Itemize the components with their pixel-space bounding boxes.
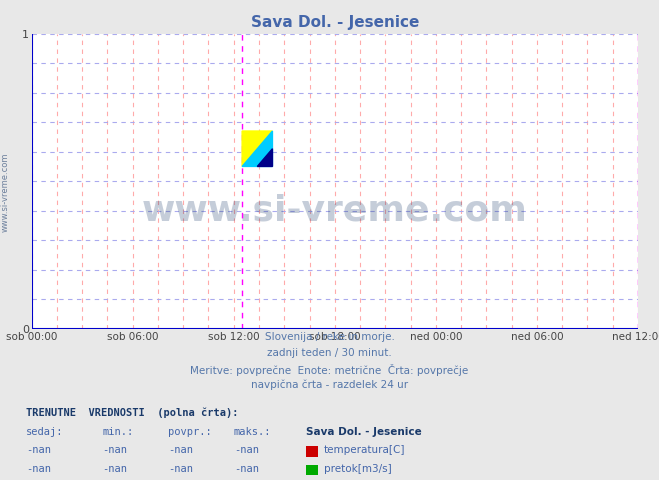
Text: -nan: -nan xyxy=(168,445,193,456)
Text: pretok[m3/s]: pretok[m3/s] xyxy=(324,464,391,474)
Text: -nan: -nan xyxy=(234,464,259,474)
Title: Sava Dol. - Jesenice: Sava Dol. - Jesenice xyxy=(250,15,419,30)
Text: min.:: min.: xyxy=(102,427,133,437)
Text: -nan: -nan xyxy=(102,464,127,474)
Text: -nan: -nan xyxy=(168,464,193,474)
Text: Meritve: povprečne  Enote: metrične  Črta: povprečje: Meritve: povprečne Enote: metrične Črta:… xyxy=(190,364,469,376)
Polygon shape xyxy=(257,149,272,167)
Text: TRENUTNE  VREDNOSTI  (polna črta):: TRENUTNE VREDNOSTI (polna črta): xyxy=(26,407,239,418)
Text: maks.:: maks.: xyxy=(234,427,272,437)
Text: navpična črta - razdelek 24 ur: navpična črta - razdelek 24 ur xyxy=(251,380,408,390)
Text: zadnji teden / 30 minut.: zadnji teden / 30 minut. xyxy=(267,348,392,358)
Text: -nan: -nan xyxy=(26,445,51,456)
Text: temperatura[C]: temperatura[C] xyxy=(324,445,405,456)
Text: www.si-vreme.com: www.si-vreme.com xyxy=(142,194,528,228)
Text: Sava Dol. - Jesenice: Sava Dol. - Jesenice xyxy=(306,427,422,437)
Text: povpr.:: povpr.: xyxy=(168,427,212,437)
Text: -nan: -nan xyxy=(26,464,51,474)
Text: www.si-vreme.com: www.si-vreme.com xyxy=(1,152,10,232)
Polygon shape xyxy=(242,131,272,167)
Text: sedaj:: sedaj: xyxy=(26,427,64,437)
Polygon shape xyxy=(242,131,272,167)
Text: -nan: -nan xyxy=(234,445,259,456)
Text: Slovenija / reke in morje.: Slovenija / reke in morje. xyxy=(264,332,395,342)
Text: -nan: -nan xyxy=(102,445,127,456)
